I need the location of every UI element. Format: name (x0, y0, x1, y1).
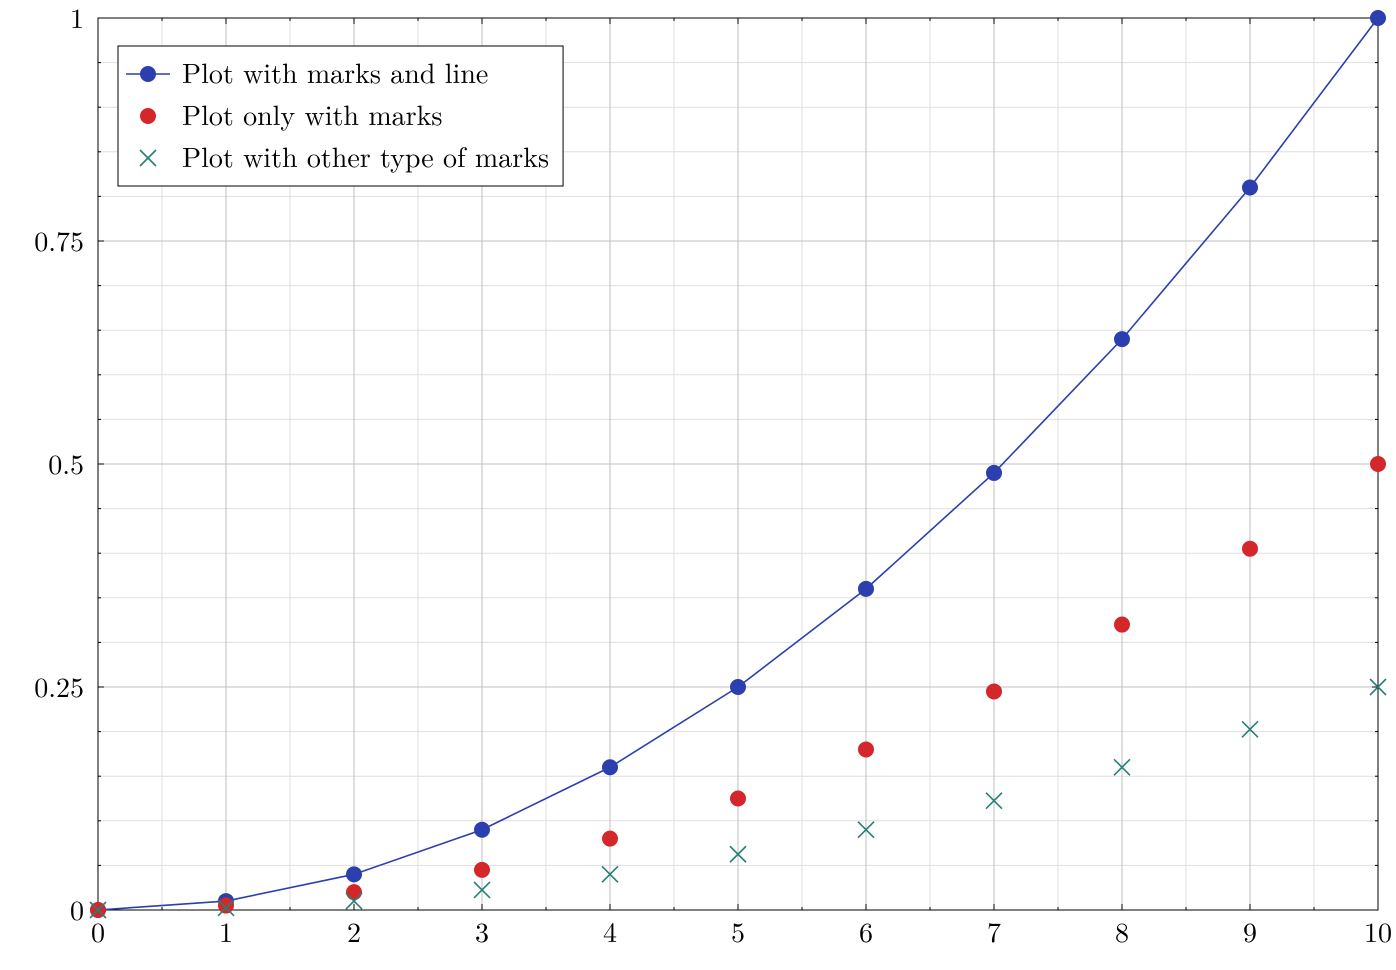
y-tick-label: 1 (70, 0, 84, 37)
x-tick-label: 6 (859, 911, 873, 951)
series-blue-marker (603, 760, 618, 775)
series-red-marker (1115, 617, 1130, 632)
series-blue-marker (1115, 332, 1130, 347)
series-blue-marker (731, 680, 746, 695)
series-blue-marker (347, 867, 362, 882)
x-tick-label: 3 (475, 911, 489, 951)
series-red-marker (475, 862, 490, 877)
series-red-marker (603, 831, 618, 846)
series-blue-marker (1243, 180, 1258, 195)
series-red-marker (731, 791, 746, 806)
x-tick-label: 1 (219, 911, 233, 951)
y-tick-label: 0.25 (34, 666, 84, 706)
x-tick-label: 4 (603, 911, 617, 951)
series-blue-marker (987, 465, 1002, 480)
series-red-marker (219, 898, 234, 913)
x-tick-label: 2 (347, 911, 361, 951)
y-tick-label: 0.75 (34, 220, 84, 260)
series-red-marker (141, 109, 156, 124)
x-tick-label: 5 (731, 911, 745, 951)
series-red-marker (859, 742, 874, 757)
legend-label: Plot with other type of marks (182, 136, 549, 176)
series-red-marker (347, 885, 362, 900)
x-tick-label: 10 (1364, 911, 1392, 951)
series-blue-marker (141, 67, 156, 82)
legend-label: Plot only with marks (182, 94, 442, 134)
legend: Plot with marks and linePlot only with m… (118, 46, 563, 186)
x-tick-label: 7 (987, 911, 1001, 951)
x-tick-label: 8 (1115, 911, 1129, 951)
series-blue-marker (475, 822, 490, 837)
y-tick-label: 0 (70, 889, 84, 929)
series-blue-marker (1371, 11, 1386, 26)
series-blue-marker (859, 581, 874, 596)
x-tick-label: 9 (1243, 911, 1257, 951)
y-tick-label: 0.5 (48, 443, 84, 483)
legend-label: Plot with marks and line (182, 52, 488, 92)
chart-container: 01234567891000.250.50.751Plot with marks… (0, 0, 1396, 970)
series-red-marker (987, 684, 1002, 699)
series-red-marker (1243, 541, 1258, 556)
series-red-marker (1371, 457, 1386, 472)
chart-svg: 01234567891000.250.50.751Plot with marks… (0, 0, 1396, 970)
